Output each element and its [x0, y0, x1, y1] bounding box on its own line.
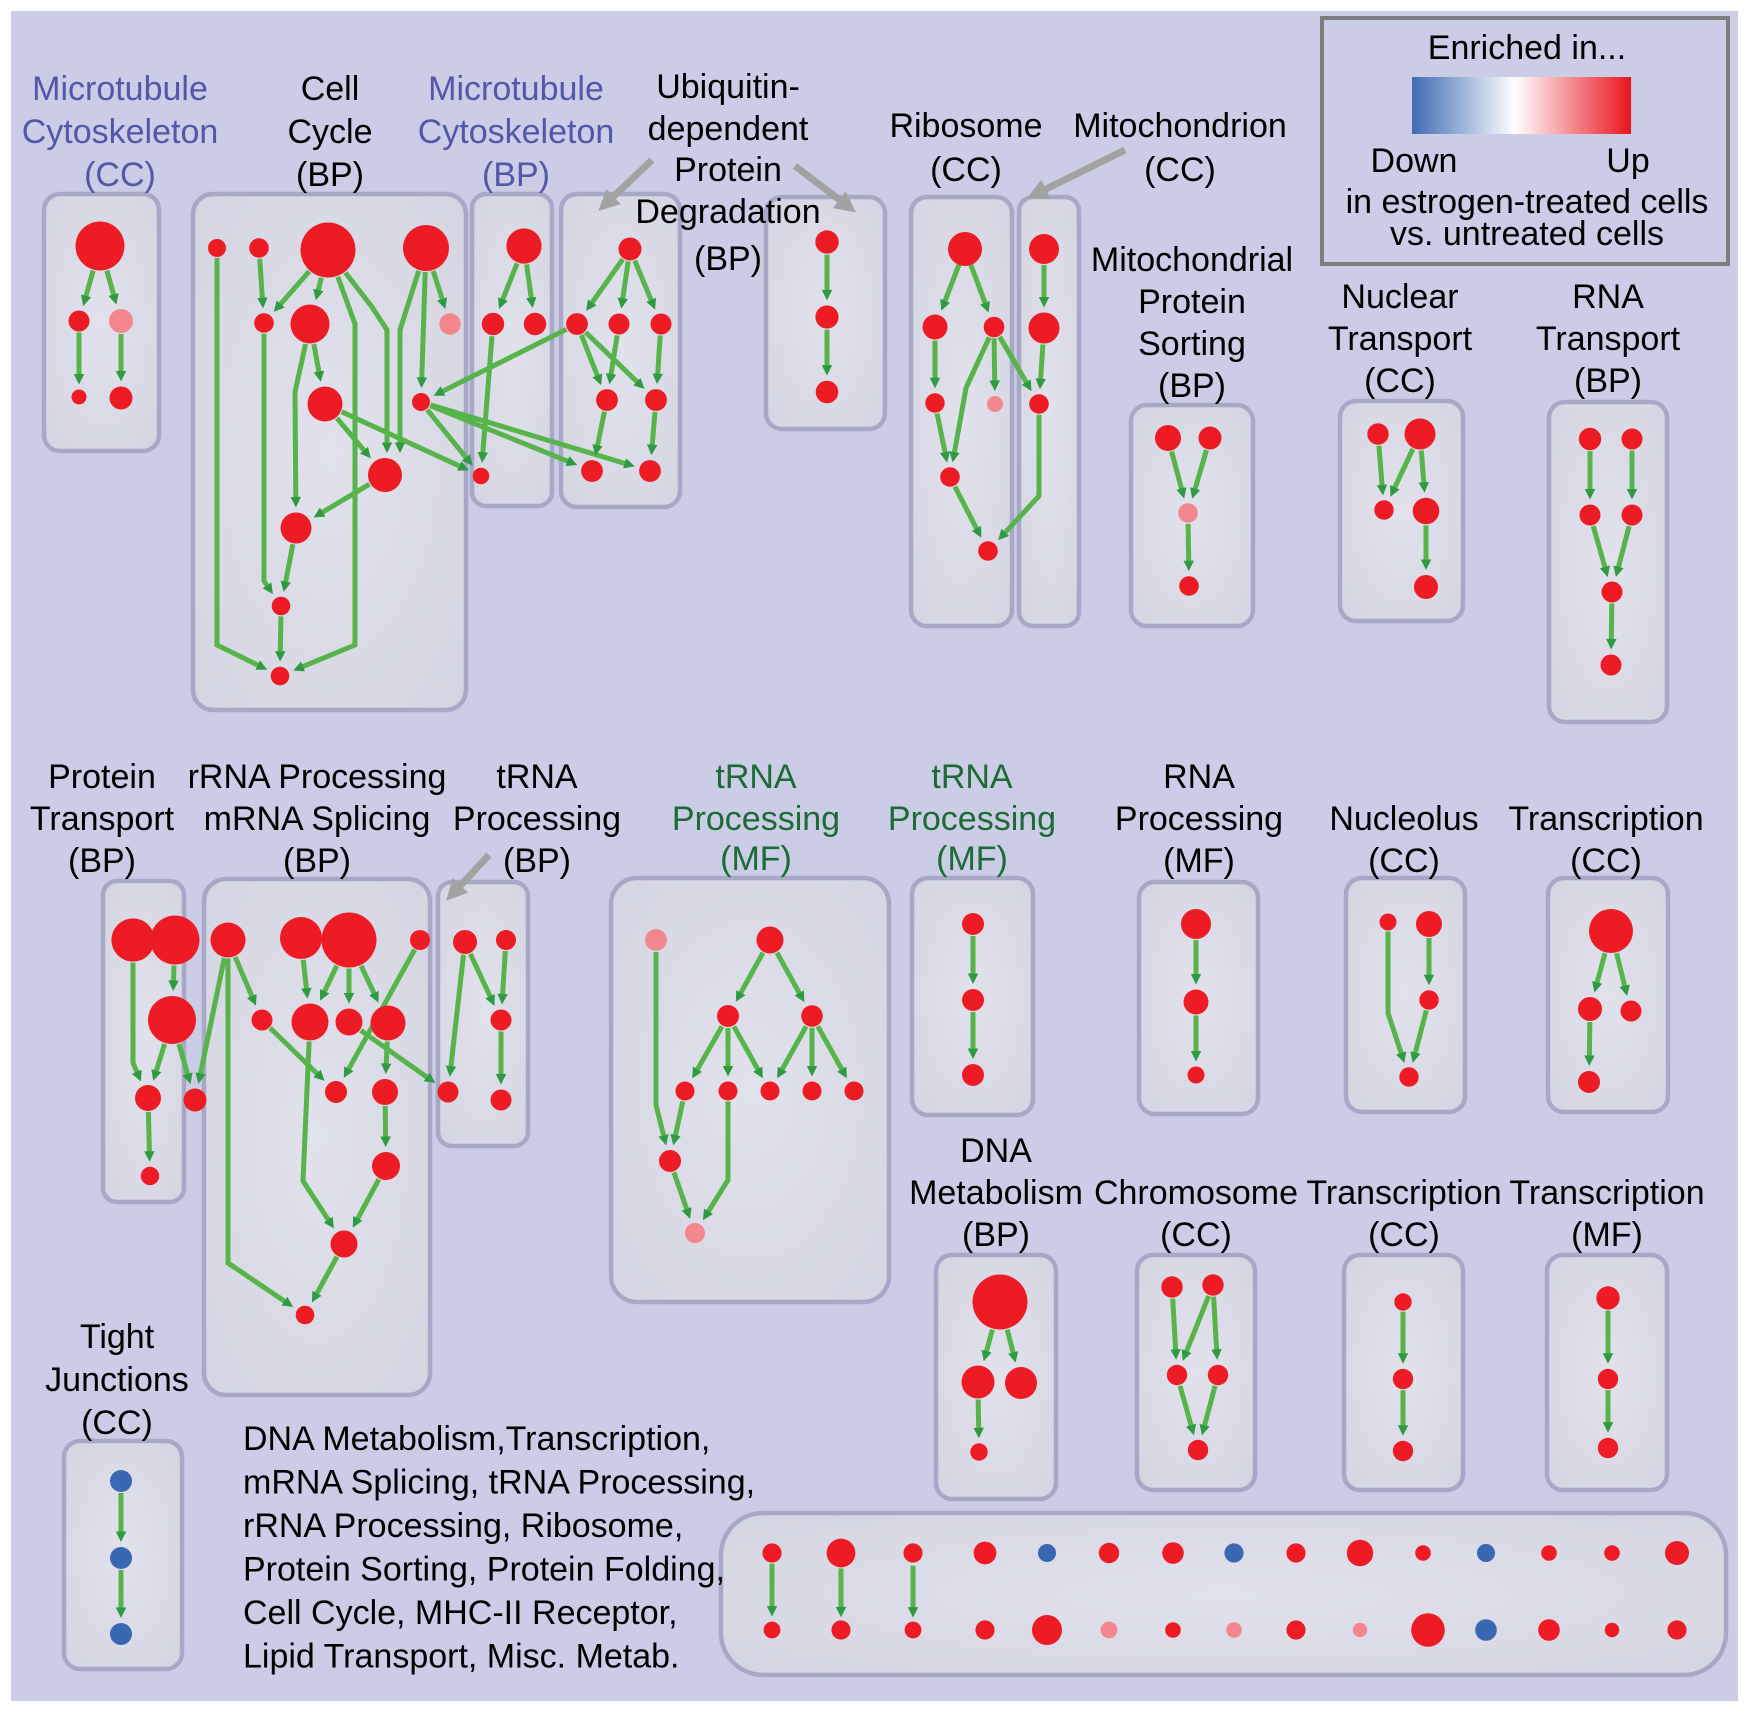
svg-text:Cell Cycle, MHC-II Receptor,: Cell Cycle, MHC-II Receptor,: [243, 1594, 678, 1632]
svg-text:(CC): (CC): [81, 1404, 153, 1442]
svg-text:Metabolism: Metabolism: [909, 1174, 1083, 1212]
svg-text:Tight: Tight: [80, 1318, 155, 1356]
svg-text:Cytoskeleton: Cytoskeleton: [22, 113, 219, 151]
svg-text:(CC): (CC): [1160, 1216, 1232, 1254]
svg-text:tRNA: tRNA: [715, 758, 797, 796]
svg-text:Nuclear: Nuclear: [1341, 278, 1458, 316]
svg-text:(MF): (MF): [1163, 842, 1235, 880]
svg-text:(BP): (BP): [694, 240, 762, 278]
svg-text:Processing: Processing: [672, 800, 840, 838]
svg-text:Enriched in...: Enriched in...: [1428, 29, 1626, 67]
svg-text:dependent: dependent: [648, 110, 809, 148]
svg-text:DNA: DNA: [960, 1132, 1032, 1170]
svg-text:Ubiquitin-: Ubiquitin-: [656, 68, 800, 106]
svg-text:rRNA Processing, Ribosome,: rRNA Processing, Ribosome,: [243, 1507, 683, 1545]
svg-text:Protein Sorting, Protein Foldi: Protein Sorting, Protein Folding,: [243, 1551, 725, 1589]
svg-text:Cycle: Cycle: [287, 113, 372, 151]
svg-text:mRNA Splicing: mRNA Splicing: [204, 800, 431, 838]
svg-text:DNA Metabolism,Transcription,: DNA Metabolism,Transcription,: [243, 1420, 710, 1458]
svg-text:RNA: RNA: [1163, 758, 1235, 796]
svg-text:mRNA Splicing, tRNA Processing: mRNA Splicing, tRNA Processing,: [243, 1464, 755, 1502]
svg-text:(CC): (CC): [1570, 842, 1642, 880]
svg-text:(MF): (MF): [936, 840, 1008, 878]
svg-text:(MF): (MF): [720, 840, 792, 878]
svg-text:(BP): (BP): [962, 1216, 1030, 1254]
svg-text:(BP): (BP): [283, 842, 351, 880]
svg-text:(BP): (BP): [68, 842, 136, 880]
svg-text:rRNA Processing: rRNA Processing: [188, 758, 447, 796]
svg-text:Degradation: Degradation: [635, 193, 820, 231]
svg-text:Processing: Processing: [1115, 800, 1283, 838]
svg-text:tRNA: tRNA: [931, 758, 1013, 796]
svg-text:(MF): (MF): [1571, 1216, 1643, 1254]
svg-text:Protein: Protein: [1138, 283, 1246, 321]
svg-text:(BP): (BP): [1574, 362, 1642, 400]
svg-text:Chromosome: Chromosome: [1094, 1174, 1298, 1212]
svg-text:Cytoskeleton: Cytoskeleton: [418, 113, 615, 151]
svg-text:(CC): (CC): [1364, 362, 1436, 400]
svg-text:tRNA: tRNA: [496, 758, 578, 796]
svg-text:Transcription: Transcription: [1306, 1174, 1501, 1212]
svg-text:Transcription: Transcription: [1508, 800, 1703, 838]
svg-text:Microtubule: Microtubule: [428, 70, 604, 108]
svg-text:(CC): (CC): [1368, 842, 1440, 880]
svg-text:in estrogen-treated cells: in estrogen-treated cells: [1346, 183, 1709, 221]
svg-text:Transport: Transport: [1536, 320, 1681, 358]
svg-text:Mitochondrion: Mitochondrion: [1073, 107, 1287, 145]
svg-text:Down: Down: [1371, 142, 1458, 180]
svg-text:Protein: Protein: [674, 151, 782, 189]
svg-text:Junctions: Junctions: [45, 1361, 189, 1399]
svg-text:(BP): (BP): [1158, 367, 1226, 405]
svg-text:Ribosome: Ribosome: [889, 107, 1042, 145]
svg-text:Protein: Protein: [48, 758, 156, 796]
svg-text:Processing: Processing: [888, 800, 1056, 838]
svg-text:(BP): (BP): [503, 842, 571, 880]
svg-text:Processing: Processing: [453, 800, 621, 838]
svg-text:(CC): (CC): [930, 151, 1002, 189]
svg-text:(CC): (CC): [84, 156, 156, 194]
svg-text:Transport: Transport: [1328, 320, 1473, 358]
svg-text:Nucleolus: Nucleolus: [1329, 800, 1478, 838]
svg-text:(CC): (CC): [1368, 1216, 1440, 1254]
svg-text:Up: Up: [1606, 142, 1649, 180]
svg-text:(CC): (CC): [1144, 151, 1216, 189]
svg-text:RNA: RNA: [1572, 278, 1644, 316]
svg-text:(BP): (BP): [296, 156, 364, 194]
svg-text:Transcription: Transcription: [1509, 1174, 1704, 1212]
svg-text:vs. untreated cells: vs. untreated cells: [1390, 215, 1664, 253]
svg-text:Mitochondrial: Mitochondrial: [1091, 241, 1293, 279]
svg-text:(BP): (BP): [482, 156, 550, 194]
svg-text:Microtubule: Microtubule: [32, 70, 208, 108]
svg-text:Lipid Transport, Misc. Metab.: Lipid Transport, Misc. Metab.: [243, 1638, 680, 1676]
svg-text:Transport: Transport: [30, 800, 175, 838]
svg-text:Sorting: Sorting: [1138, 325, 1246, 363]
svg-text:Cell: Cell: [301, 70, 360, 108]
